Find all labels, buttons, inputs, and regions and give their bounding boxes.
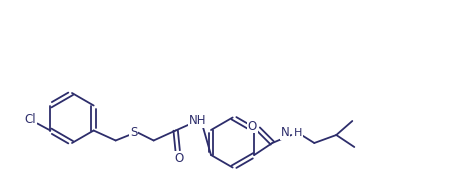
Text: NH: NH xyxy=(189,114,207,127)
Text: H: H xyxy=(294,128,303,138)
Text: N: N xyxy=(281,126,289,140)
Text: O: O xyxy=(248,119,257,133)
Text: S: S xyxy=(130,126,137,139)
Text: O: O xyxy=(174,152,183,165)
Text: Cl: Cl xyxy=(25,113,36,126)
